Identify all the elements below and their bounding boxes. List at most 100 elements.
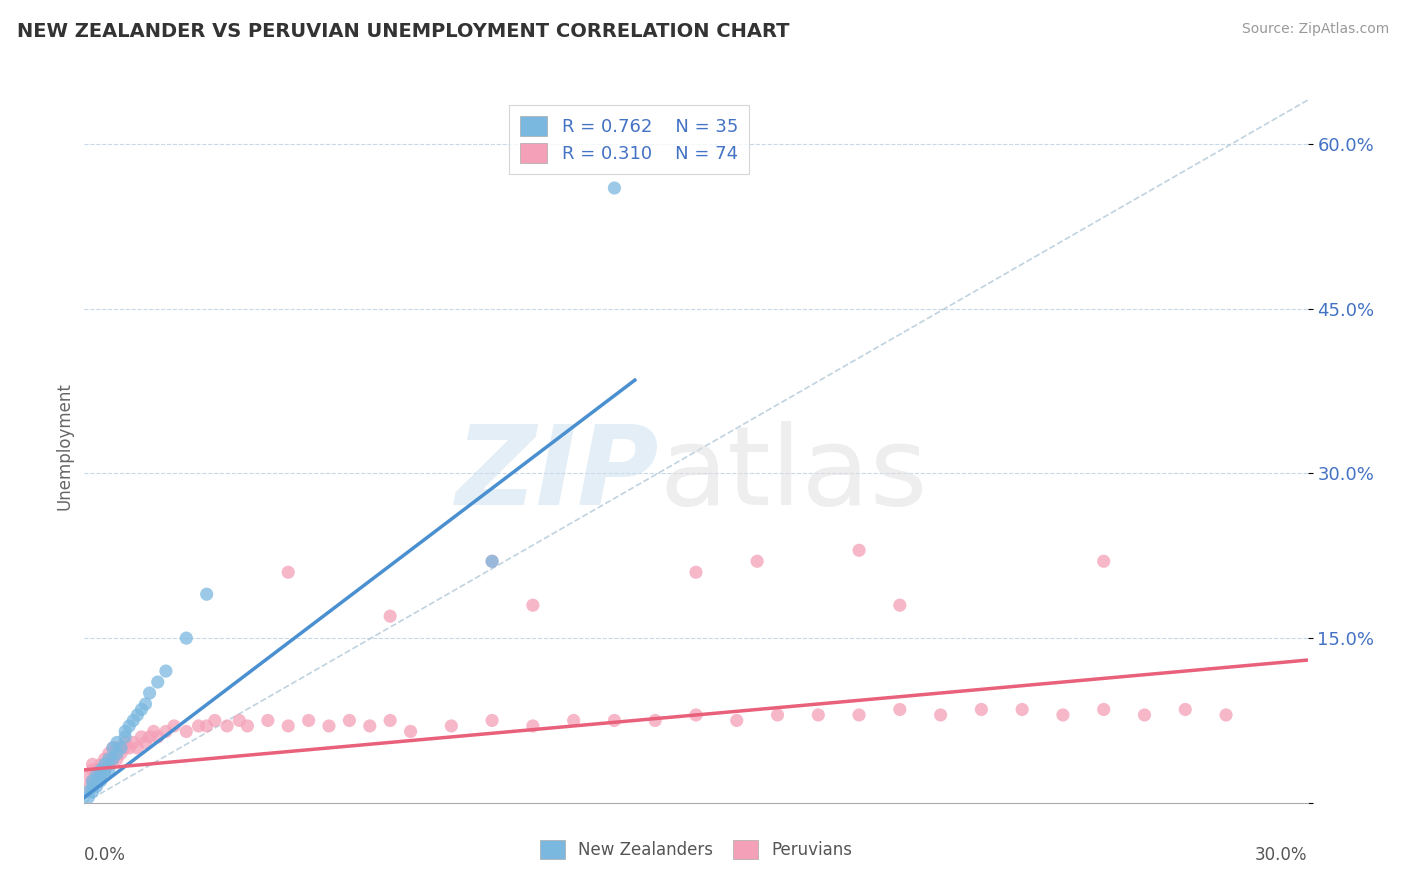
Point [93, 768, 115, 782]
Text: atlas: atlas [659, 421, 928, 528]
Point [1011, 702, 1033, 716]
Point [93, 763, 115, 777]
Point [118, 740, 141, 755]
Point [380, 609, 402, 624]
Point [685, 708, 707, 723]
Point [86, 763, 108, 777]
Point [889, 702, 911, 716]
Point [77, 790, 100, 805]
Point [82, 780, 104, 794]
Point [97, 747, 120, 761]
Point [82, 773, 104, 788]
Point [101, 752, 124, 766]
Point [127, 708, 149, 723]
Point [135, 697, 157, 711]
Point [970, 702, 993, 716]
Point [481, 554, 503, 568]
Point [174, 631, 197, 645]
Point [90, 763, 112, 777]
Point [105, 735, 128, 749]
Point [399, 724, 422, 739]
Point [114, 730, 136, 744]
Point [82, 757, 104, 772]
Point [848, 708, 870, 723]
Point [481, 554, 503, 568]
Text: Source: ZipAtlas.com: Source: ZipAtlas.com [1241, 22, 1389, 37]
Point [138, 730, 160, 744]
Point [163, 719, 186, 733]
Point [97, 752, 120, 766]
Point [195, 719, 218, 733]
Point [318, 719, 340, 733]
Point [114, 740, 136, 755]
Point [86, 773, 108, 788]
Point [122, 735, 145, 749]
Point [807, 708, 830, 723]
Point [359, 719, 381, 733]
Point [86, 780, 108, 794]
Point [90, 768, 112, 782]
Point [110, 747, 132, 761]
Point [77, 768, 100, 782]
Point [110, 740, 132, 755]
Point [97, 763, 120, 777]
Point [138, 686, 160, 700]
Point [77, 785, 100, 799]
Point [257, 714, 280, 728]
Point [142, 724, 165, 739]
Point [105, 752, 128, 766]
Y-axis label: Unemployment: Unemployment [55, 382, 73, 510]
Point [603, 714, 626, 728]
Point [228, 714, 250, 728]
Point [1215, 708, 1237, 723]
Point [105, 740, 128, 755]
Point [90, 773, 112, 788]
Text: NEW ZEALANDER VS PERUVIAN UNEMPLOYMENT CORRELATION CHART: NEW ZEALANDER VS PERUVIAN UNEMPLOYMENT C… [17, 22, 789, 41]
Point [1052, 708, 1074, 723]
Point [86, 768, 108, 782]
Text: ZIP: ZIP [456, 421, 659, 528]
Point [90, 768, 112, 782]
Point [90, 757, 112, 772]
Point [603, 181, 626, 195]
Point [1174, 702, 1197, 716]
Point [440, 719, 463, 733]
Point [204, 714, 226, 728]
Point [82, 763, 104, 777]
Point [685, 566, 707, 580]
Point [77, 780, 100, 794]
Point [187, 719, 209, 733]
Point [93, 763, 115, 777]
Point [131, 730, 153, 744]
Point [298, 714, 321, 728]
Point [747, 554, 769, 568]
Point [155, 664, 177, 678]
Point [277, 719, 299, 733]
Point [725, 714, 748, 728]
Legend: New Zealanders, Peruvians: New Zealanders, Peruvians [533, 834, 859, 866]
Point [101, 740, 124, 755]
Point [766, 708, 789, 723]
Point [146, 730, 169, 744]
Point [277, 566, 299, 580]
Point [135, 735, 157, 749]
Point [82, 773, 104, 788]
Point [105, 747, 128, 761]
Point [93, 752, 115, 766]
Point [146, 675, 169, 690]
Point [1092, 702, 1115, 716]
Point [1092, 554, 1115, 568]
Point [848, 543, 870, 558]
Point [339, 714, 361, 728]
Point [929, 708, 952, 723]
Point [155, 724, 177, 739]
Point [217, 719, 239, 733]
Point [114, 724, 136, 739]
Point [127, 740, 149, 755]
Point [522, 598, 544, 612]
Point [481, 714, 503, 728]
Point [522, 719, 544, 733]
Point [101, 740, 124, 755]
Point [195, 587, 218, 601]
Point [86, 768, 108, 782]
